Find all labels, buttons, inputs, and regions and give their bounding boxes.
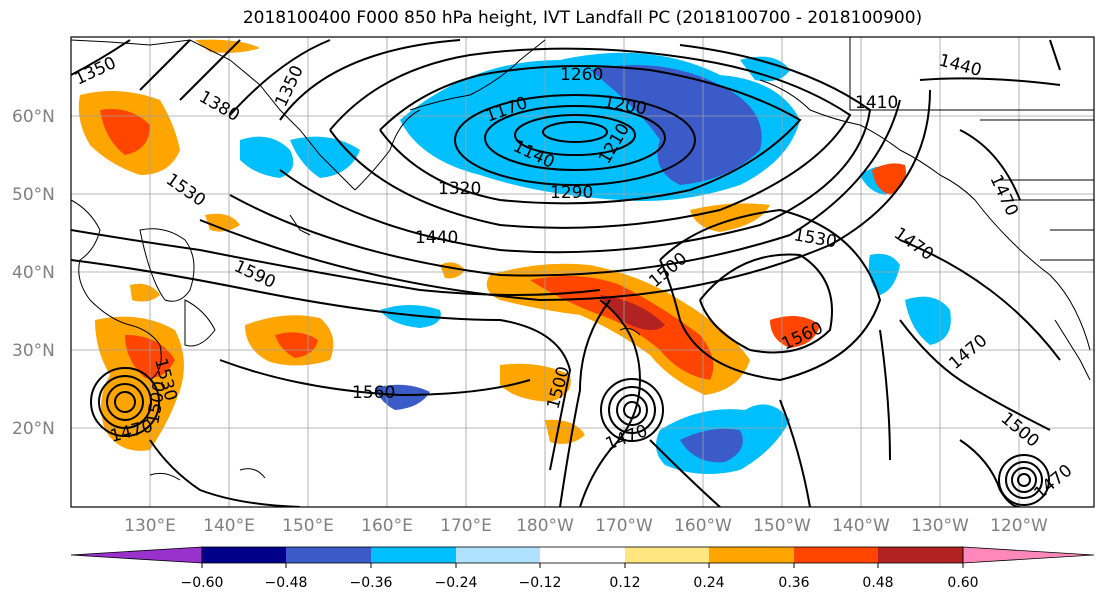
- pos-field-center-core: [530, 276, 714, 380]
- neg-field-north-light: [740, 56, 790, 82]
- neg-field-east: [868, 253, 900, 295]
- colorbar-tick-label: −0.60: [181, 575, 224, 591]
- lon-label: 160°W: [674, 516, 732, 536]
- pos-field-small2: [545, 419, 585, 444]
- neg-field-north-core: [590, 65, 762, 185]
- contour-label: 1290: [550, 183, 593, 203]
- height-contours: [71, 39, 1061, 507]
- colorbar-segment: [709, 547, 794, 563]
- colorbar-segment: [286, 547, 371, 563]
- pos-field-east: [770, 316, 820, 348]
- contour-label: 1440: [415, 228, 458, 248]
- colorbar-segment: [202, 547, 286, 563]
- lat-label: 40°N: [12, 263, 55, 283]
- latitude-axis: 60°N 50°N 40°N 30°N 20°N: [12, 107, 55, 439]
- pos-field-small4: [130, 283, 160, 302]
- colorbar-extend-max: [962, 546, 1095, 564]
- lon-label: 130°W: [911, 516, 969, 536]
- lon-label: 160°E: [361, 516, 413, 536]
- pos-field-ne: [690, 203, 770, 232]
- neg-field-south-core: [680, 428, 743, 463]
- neg-field-west: [240, 136, 294, 178]
- contour-label: 1560: [352, 383, 395, 403]
- colorbar-tick-label: 0.24: [693, 575, 724, 591]
- pos-field-nw2: [195, 39, 260, 53]
- contour-label: 1410: [855, 93, 898, 113]
- longitude-axis: 130°E 140°E 150°E 160°E 170°E 180°W 170°…: [124, 516, 1048, 536]
- lat-label: 30°N: [12, 341, 55, 361]
- contour-label: 1260: [560, 65, 603, 85]
- colorbar-tick-label: 0.12: [609, 575, 640, 591]
- neg-field-mid: [380, 305, 441, 328]
- colorbar-tick-label: 0.60: [947, 575, 978, 591]
- lon-label: 180°W: [516, 516, 574, 536]
- neg-field-east2: [905, 296, 951, 345]
- colorbar-tick-label: −0.12: [519, 575, 562, 591]
- pos-field-small3: [205, 213, 240, 232]
- map-frame: [70, 36, 1095, 508]
- lon-label: 150°W: [753, 516, 811, 536]
- colorbar-frame: [201, 546, 964, 564]
- graticule: [71, 37, 1094, 507]
- ivt-shading: [78, 39, 951, 474]
- neg-field-sw-core: [375, 384, 430, 410]
- pos-field-south: [500, 363, 571, 402]
- pos-field-nw-core: [100, 109, 150, 155]
- lon-label: 140°W: [832, 516, 890, 536]
- lon-label: 140°E: [203, 516, 255, 536]
- colorbar-segment: [371, 547, 456, 563]
- lon-label: 170°W: [595, 516, 653, 536]
- colorbar-segment: [625, 547, 709, 563]
- contour-label: 1320: [438, 179, 481, 199]
- colorbar-ticks: −0.60 −0.48 −0.36 −0.24 −0.12 0.12 0.24 …: [181, 575, 979, 591]
- lon-label: 130°E: [124, 516, 176, 536]
- colorbar-tick-label: −0.36: [350, 575, 393, 591]
- colorbar-tick-label: 0.36: [778, 575, 809, 591]
- colorbar-segment: [540, 547, 625, 563]
- lat-label: 60°N: [12, 107, 55, 127]
- pos-field-ne-coast: [872, 163, 906, 195]
- colorbar-tick-label: −0.48: [265, 575, 308, 591]
- lon-label: 150°E: [282, 516, 334, 536]
- colorbar-segment: [456, 547, 540, 563]
- colorbar-segment: [794, 547, 878, 563]
- pos-field-mid-west-core: [275, 332, 318, 358]
- colorbar-segment: [878, 547, 963, 563]
- lon-label: 170°E: [440, 516, 492, 536]
- pos-field-center-dark: [600, 295, 665, 330]
- lon-label: 120°W: [990, 516, 1048, 536]
- map-title: 2018100400 F000 850 hPa height, IVT Land…: [242, 8, 923, 28]
- lat-label: 20°N: [12, 419, 55, 439]
- colorbar-tick-label: −0.24: [435, 575, 478, 591]
- colorbar-extend-min: [70, 546, 203, 564]
- colorbar: [70, 546, 1095, 568]
- colorbar-tick-label: 0.48: [862, 575, 893, 591]
- lat-label: 50°N: [12, 185, 55, 205]
